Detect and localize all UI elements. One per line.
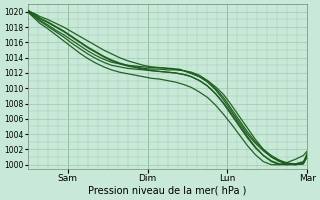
X-axis label: Pression niveau de la mer( hPa ): Pression niveau de la mer( hPa ) [88, 186, 247, 196]
